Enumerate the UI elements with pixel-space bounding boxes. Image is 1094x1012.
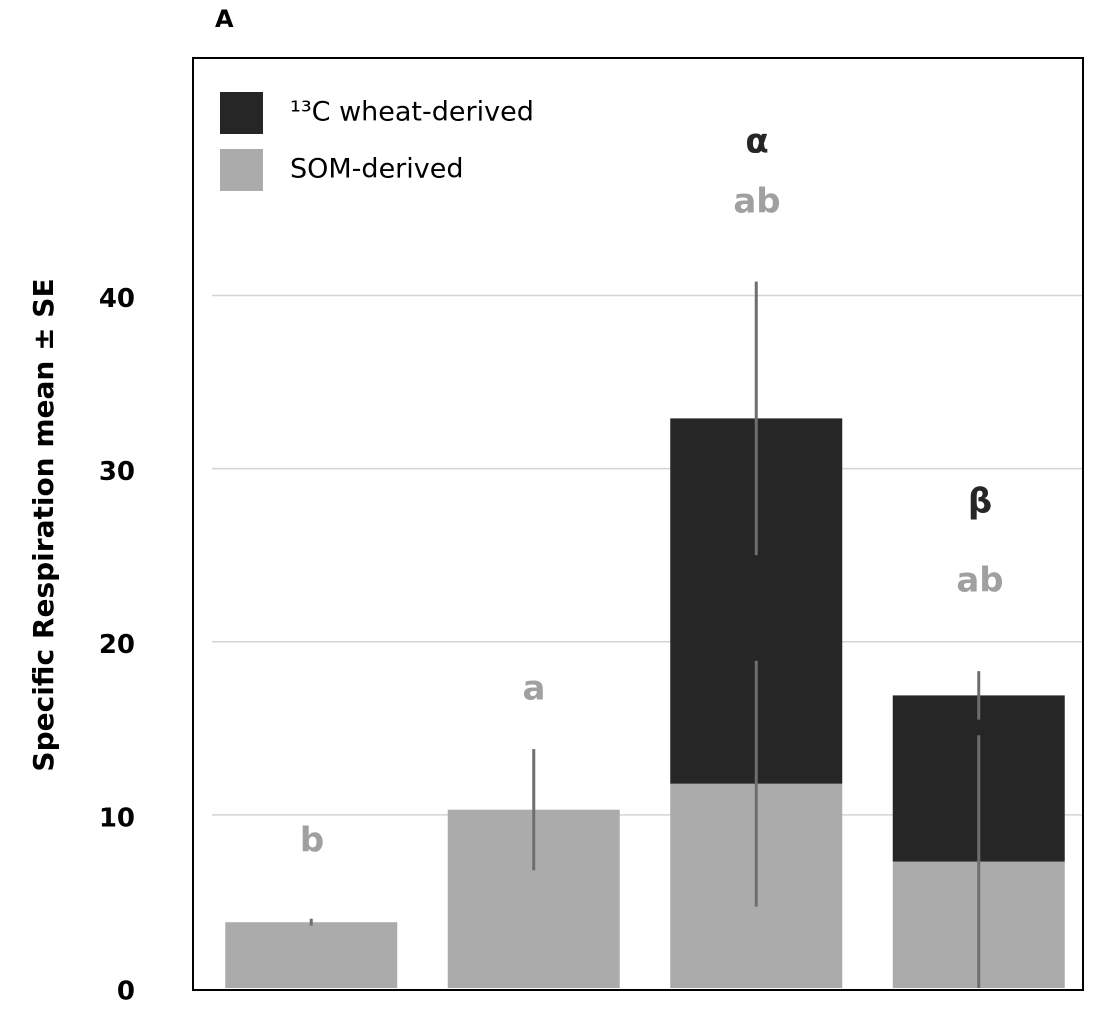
legend-label: ¹³C wheat-derived (290, 97, 534, 128)
significance-letter: ab (956, 561, 1003, 601)
plot-frame (192, 57, 1084, 991)
legend-swatch (220, 149, 263, 191)
legend-label: SOM-derived (290, 154, 464, 185)
y-tick-label: 0 (117, 977, 135, 1007)
panel-label: A (215, 5, 234, 33)
y-tick-label: 20 (99, 630, 135, 660)
significance-letter: β (968, 482, 992, 522)
legend-swatch (220, 92, 263, 134)
significance-letter: α (745, 122, 768, 162)
bar (225, 922, 398, 988)
y-axis-label: Specific Respiration mean ± SE (27, 278, 60, 771)
y-tick-label: 10 (99, 803, 135, 833)
significance-letter: a (523, 669, 546, 709)
significance-letter: ab (733, 182, 780, 222)
y-tick-label: 30 (99, 457, 135, 487)
y-tick-label: 40 (99, 284, 135, 314)
significance-letter: b (300, 821, 324, 861)
